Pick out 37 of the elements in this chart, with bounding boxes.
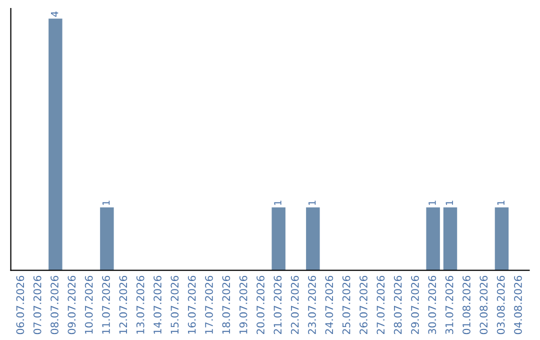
x-tick-label: 09.07.2026 <box>68 276 76 334</box>
x-tick-label: 27.07.2026 <box>376 276 385 334</box>
data-label: 1 <box>497 200 504 205</box>
x-tick-label: 26.07.2026 <box>360 276 368 334</box>
data-label: 1 <box>446 200 453 205</box>
x-tick-label: 28.07.2026 <box>394 276 402 334</box>
x-tick-label: 16.07.2026 <box>188 276 196 334</box>
data-label: 1 <box>102 200 110 205</box>
x-tick-label: 06.07.2026 <box>16 276 24 334</box>
x-tick-label: 20.07.2026 <box>256 276 264 334</box>
x-tick-label: 18.07.2026 <box>222 276 230 334</box>
x-tick-label: 02.08.2026 <box>480 276 488 334</box>
data-label: 1 <box>308 200 316 205</box>
x-tick-label: 31.07.2026 <box>445 276 454 334</box>
x-tick-label: 22.07.2026 <box>290 276 299 334</box>
data-label: 4 <box>51 12 58 17</box>
x-tick-label: 11.07.2026 <box>102 276 110 334</box>
x-tick-label: 17.07.2026 <box>205 276 213 334</box>
x-tick-label: 10.07.2026 <box>84 276 93 334</box>
x-tick-label: 19.07.2026 <box>239 276 248 334</box>
x-tick-label: 03.08.2026 <box>496 276 505 334</box>
x-tick-label: 01.08.2026 <box>462 276 470 334</box>
data-label: 1 <box>274 200 282 205</box>
x-tick-label: 21.07.2026 <box>274 276 282 334</box>
x-tick-label: 12.07.2026 <box>119 276 128 334</box>
x-tick-label: 30.07.2026 <box>428 276 436 334</box>
x-tick-label: 15.07.2026 <box>170 276 179 334</box>
x-tick-label: 24.07.2026 <box>325 276 334 334</box>
x-tick-label: 07.07.2026 <box>33 276 42 334</box>
x-tick-label: 08.07.2026 <box>50 276 58 334</box>
x-tick-label: 23.07.2026 <box>308 276 316 334</box>
x-tick-label: 04.08.2026 <box>514 276 522 334</box>
x-tick-label: 29.07.2026 <box>411 276 419 334</box>
x-tick-label: 14.07.2026 <box>154 276 162 334</box>
x-tick-label: 25.07.2026 <box>342 276 350 334</box>
x-tick-label: 13.07.2026 <box>136 276 144 334</box>
data-label: 1 <box>428 200 436 205</box>
